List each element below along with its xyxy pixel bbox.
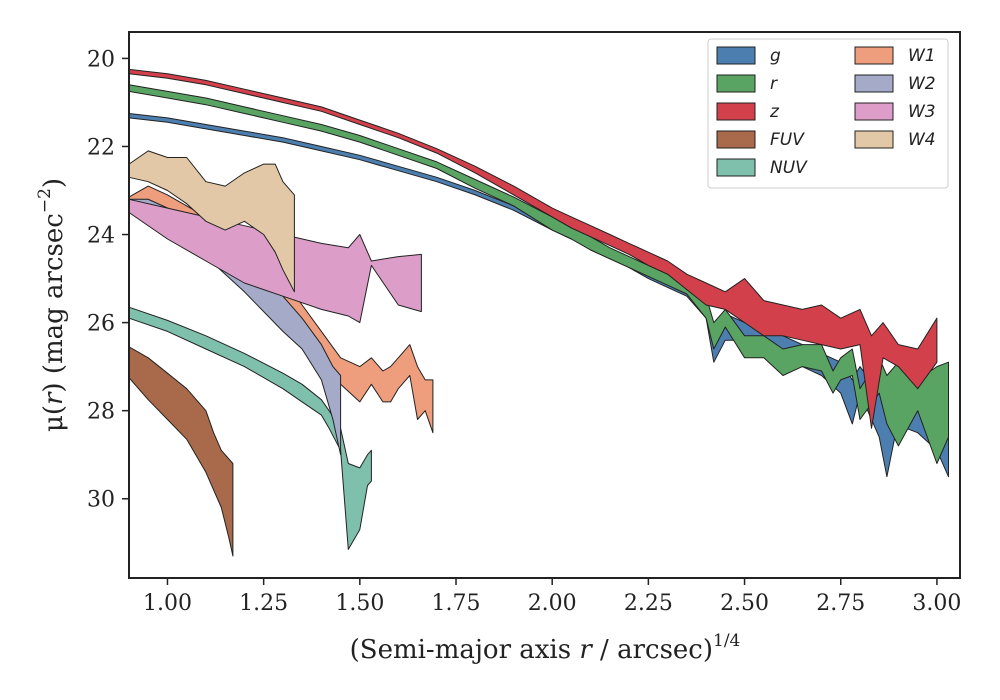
x-tick-label: 1.00 (143, 591, 192, 616)
legend-label-W1: W1 (908, 46, 936, 66)
x-tick-label: 2.50 (720, 591, 769, 616)
legend-swatch-z (716, 102, 756, 121)
legend-label-r: r (770, 74, 778, 94)
x-axis-label-text: (Semi-major axis r / arcsec) (350, 635, 713, 665)
y-tick-label: 26 (87, 312, 115, 337)
x-tick-label: 2.75 (816, 591, 865, 616)
x-tick-label: 1.75 (432, 591, 481, 616)
legend-swatch-W4 (854, 130, 894, 149)
legend-swatch-FUV (716, 130, 756, 149)
x-tick-label: 1.50 (335, 591, 384, 616)
legend-label-W2: W2 (908, 74, 936, 94)
legend-swatch-W2 (854, 74, 894, 93)
x-axis-label-part: / arcsec) (592, 635, 713, 665)
legend-swatch-NUV (716, 158, 756, 177)
band-W4 (128, 150, 295, 293)
y-tick-label: 22 (87, 135, 115, 160)
y-tick-label: 24 (87, 224, 115, 249)
y-axis-label-italic: r (39, 391, 69, 405)
x-axis-label: (Semi-major axis r / arcsec)1/4 (350, 631, 741, 665)
series-layer (128, 68, 949, 557)
legend-swatch-W1 (854, 46, 894, 65)
plot-frame (128, 31, 961, 579)
x-tick-label: 2.00 (528, 591, 577, 616)
legend: grz FUV NUV W1 W2 W3 W4 (707, 38, 949, 189)
y-tick-label: 30 (87, 488, 115, 513)
legend-label-NUV: NUV (770, 158, 808, 178)
y-axis-label-close: ) (39, 178, 69, 188)
band-z (128, 68, 938, 429)
x-tick-label: 1.25 (239, 591, 288, 616)
band-FUV (128, 346, 234, 557)
legend-swatch-W3 (854, 102, 894, 121)
band-NUV (128, 306, 372, 550)
legend-swatch-r (716, 74, 756, 93)
y-axis-label-suffix: ) (mag arcsec (39, 213, 69, 392)
x-axis-label-italic: r (579, 635, 593, 665)
x-tick-label: 2.25 (624, 591, 673, 616)
legend-label-z: z (769, 102, 780, 122)
x-axis-label-exponent: 1/4 (713, 631, 740, 651)
y-axis: 20 22 24 26 28 30 (87, 47, 129, 513)
x-tick-label: 3.00 (912, 591, 961, 616)
y-axis-label: μ(r) (mag arcsec−2) (35, 178, 69, 432)
x-axis-label-part: (Semi-major axis (350, 635, 580, 665)
x-axis: 1.00 1.25 1.50 1.75 2.00 2.25 2.50 2.75 3.00 (143, 578, 961, 616)
y-tick-label: 28 (87, 400, 115, 425)
legend-label-g: g (770, 46, 781, 66)
legend-swatch-g (716, 46, 756, 65)
legend-label-W4: W4 (908, 130, 936, 150)
legend-label-W3: W3 (908, 102, 936, 122)
y-axis-label-exponent: −2 (35, 188, 55, 213)
legend-label-FUV: FUV (770, 130, 805, 150)
y-axis-label-prefix: μ( (39, 405, 69, 432)
y-tick-label: 20 (87, 47, 115, 72)
